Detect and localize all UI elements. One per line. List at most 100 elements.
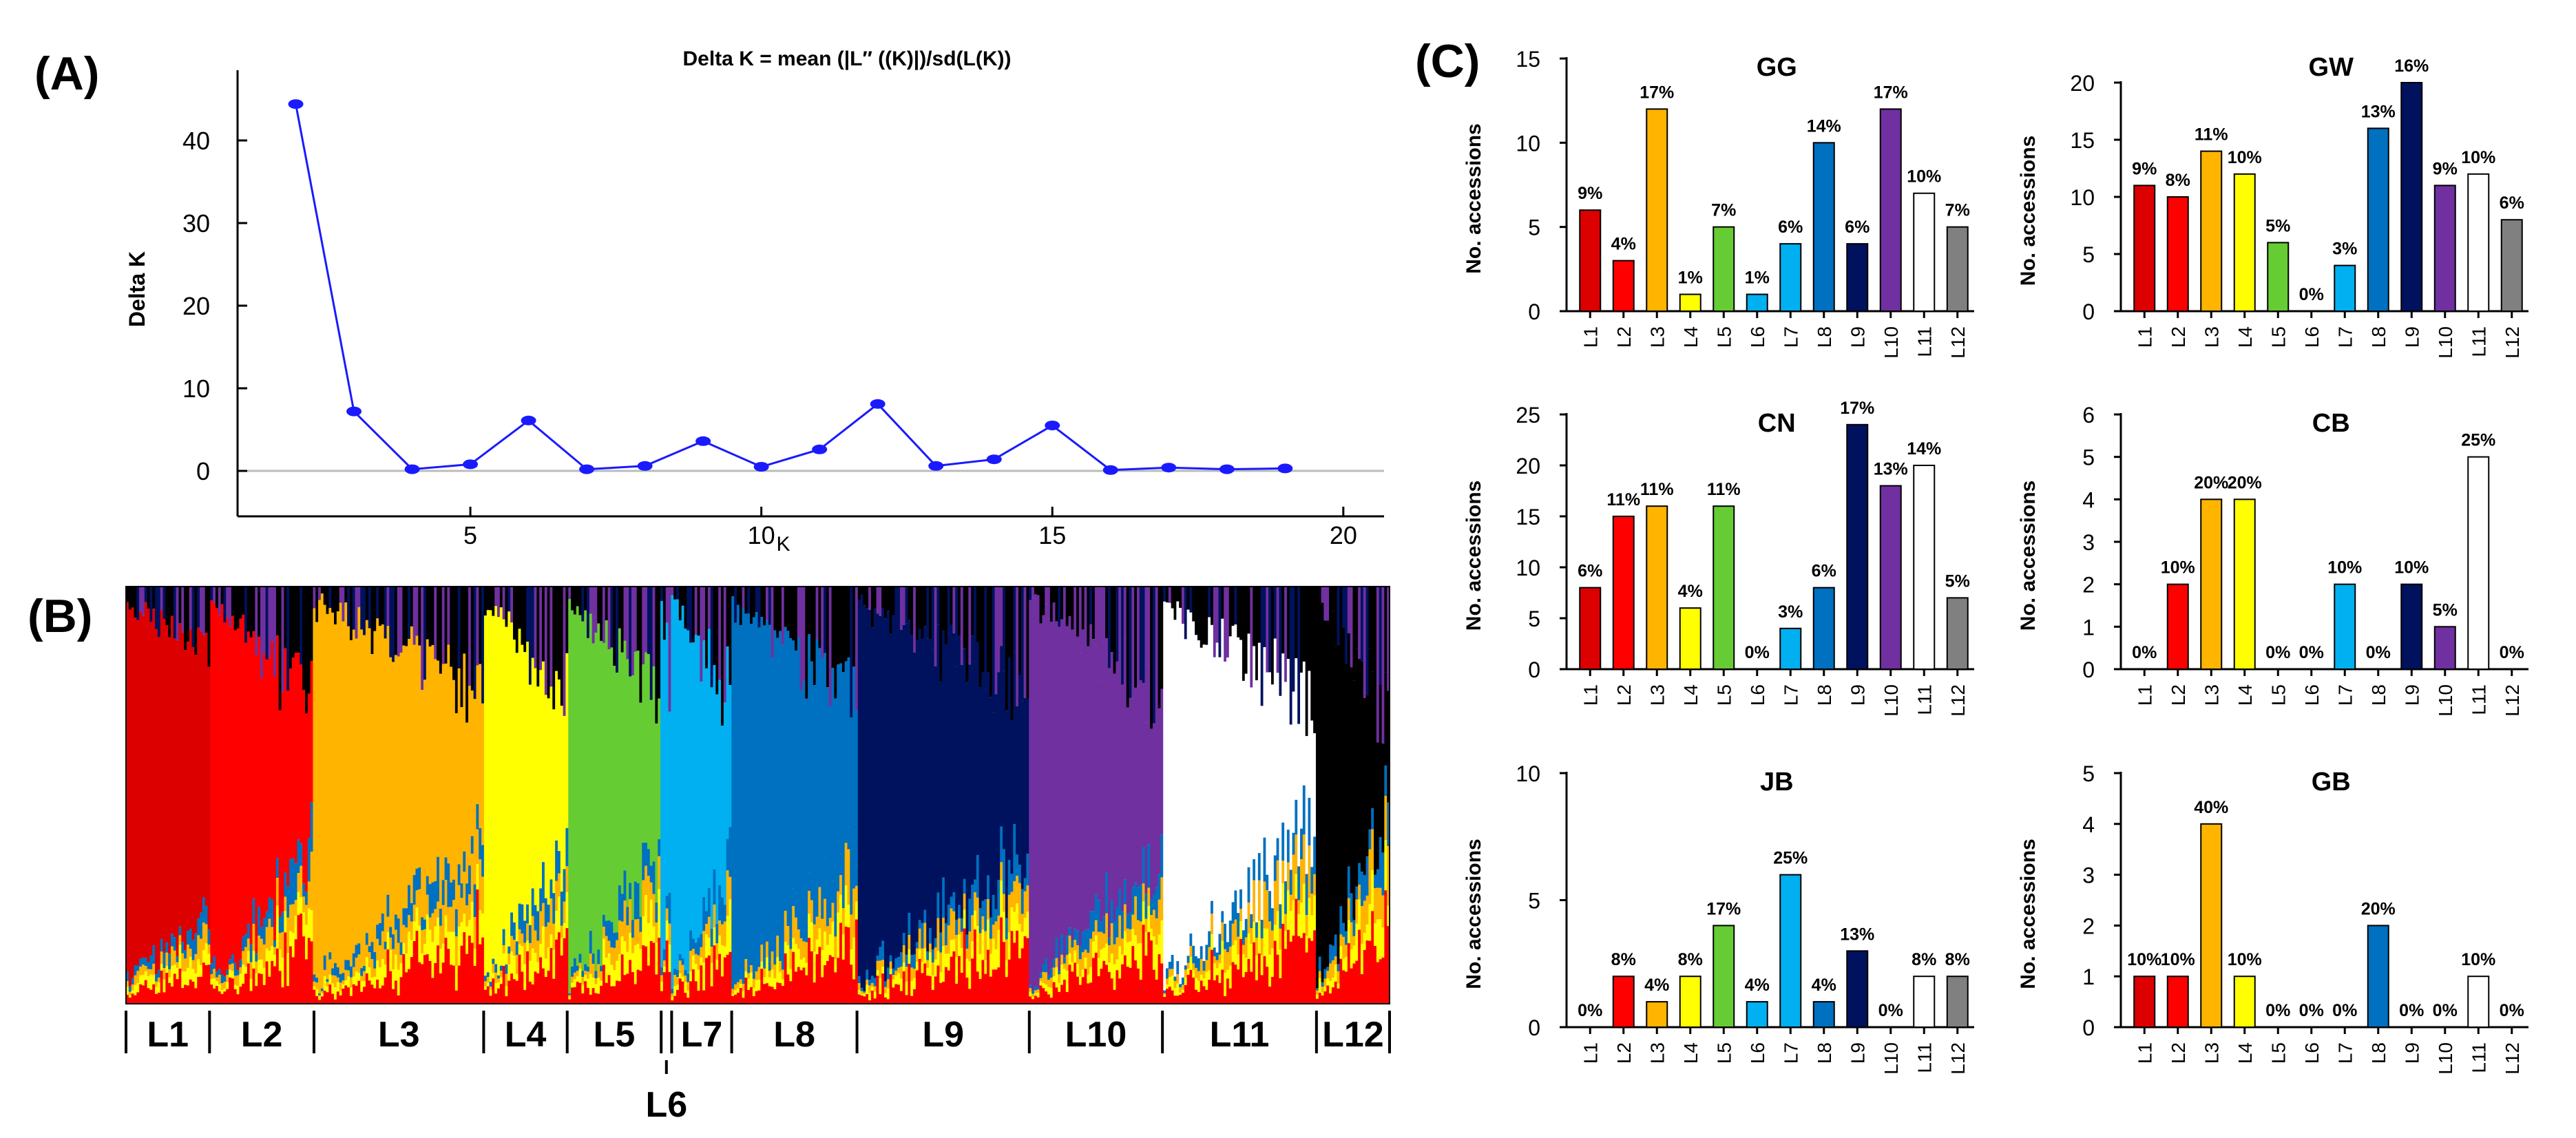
structure-segment: [483, 976, 488, 982]
structure-segment: [1105, 913, 1109, 944]
structure-segment: [913, 954, 917, 969]
structure-segment: [399, 652, 404, 942]
structure-segment: [1387, 845, 1390, 906]
structure-segment: [892, 975, 895, 980]
structure-segment: [1150, 728, 1153, 899]
structure-segment: [565, 828, 569, 867]
structure-segment: [723, 587, 727, 703]
structure-segment: [139, 984, 143, 1004]
structure-segment: [352, 976, 356, 984]
structure-segment: [1305, 936, 1309, 953]
structure-segment: [1034, 987, 1038, 991]
structure-segment: [1192, 969, 1195, 978]
structure-segment: [1273, 638, 1277, 856]
structure-segment: [1331, 978, 1335, 988]
structure-segment: [744, 971, 748, 978]
structure-segment: [971, 915, 974, 942]
structure-segment: [415, 907, 419, 931]
structure-segment: [273, 947, 277, 955]
structure-segment: [397, 918, 401, 943]
structure-segment: [1295, 587, 1298, 659]
structure-segment: [1250, 971, 1253, 1004]
structure-segment: [1363, 932, 1367, 950]
structure-segment: [534, 930, 537, 953]
structure-segment: [755, 971, 759, 980]
structure-segment: [1189, 933, 1193, 947]
structure-segment: [523, 920, 527, 943]
structure-segment: [789, 981, 793, 1004]
structure-segment: [370, 654, 374, 942]
structure-segment: [502, 966, 506, 1004]
structure-segment: [931, 962, 935, 976]
structure-segment: [1176, 974, 1180, 984]
bar-L2: [1612, 976, 1635, 1028]
structure-segment: [1355, 886, 1359, 900]
structure-segment: [910, 634, 914, 956]
structure-segment: [926, 960, 930, 968]
structure-segment: [602, 965, 606, 1004]
structure-segment: [379, 967, 382, 989]
structure-segment: [226, 989, 229, 1004]
structure-segment: [818, 947, 821, 1004]
structure-segment: [578, 982, 582, 1004]
structure-segment: [213, 988, 216, 1004]
structure-segment: [1034, 587, 1038, 595]
bar-L12: [1946, 597, 1969, 671]
bar-label-L2: 8%: [2166, 171, 2190, 190]
structure-segment: [1374, 874, 1377, 889]
structure-segment: [633, 945, 638, 984]
structure-segment: [673, 968, 677, 976]
structure-segment: [950, 956, 953, 1004]
structure-segment: [497, 587, 501, 618]
structure-segment: [265, 961, 269, 1004]
structure-segment: [399, 962, 404, 978]
structure-segment: [476, 864, 479, 890]
structure-segment: [1166, 989, 1169, 1004]
structure-segment: [128, 609, 132, 987]
structure-segment: [160, 951, 164, 965]
structure-segment: [765, 957, 769, 984]
y-tick-label: 0: [2082, 299, 2095, 324]
structure-segment: [1374, 923, 1377, 946]
structure-segment: [434, 881, 437, 909]
structure-segment: [365, 933, 369, 945]
structure-segment: [1184, 984, 1188, 1004]
structure-segment: [589, 587, 593, 614]
structure-segment: [1363, 949, 1367, 1004]
structure-segment: [1289, 724, 1293, 870]
structure-segment: [837, 958, 840, 1004]
structure-segment: [1168, 587, 1172, 603]
structure-segment: [479, 664, 482, 829]
structure-segment: [1326, 971, 1330, 979]
structure-segment: [389, 587, 392, 657]
structure-segment: [1042, 615, 1045, 965]
structure-segment: [1221, 922, 1224, 941]
structure-segment: [552, 923, 556, 950]
structure-segment: [886, 611, 890, 968]
structure-segment: [1363, 587, 1367, 698]
structure-segment: [1345, 971, 1348, 1004]
structure-segment: [486, 972, 490, 978]
structure-segment: [1197, 958, 1201, 971]
y-tick-label: 0: [2082, 657, 2095, 682]
structure-segment: [528, 960, 532, 982]
structure-segment: [1158, 587, 1162, 709]
structure-segment: [668, 892, 671, 924]
structure-segment: [571, 610, 574, 967]
structure-segment: [381, 587, 385, 625]
structure-segment: [236, 986, 240, 995]
structure-segment: [168, 969, 171, 978]
structure-segment: [1192, 978, 1195, 1004]
structure-segment: [426, 954, 430, 1004]
structure-segment: [1308, 898, 1311, 938]
structure-segment: [481, 703, 485, 845]
structure-segment: [1260, 938, 1264, 956]
structure-segment: [824, 898, 827, 932]
structure-segment: [697, 969, 700, 991]
structure-segment: [600, 965, 603, 971]
structure-segment: [328, 587, 332, 609]
structure-segment: [779, 960, 782, 972]
structure-segment: [905, 995, 909, 1004]
structure-segment: [1039, 985, 1043, 1004]
structure-segment: [368, 980, 372, 1004]
